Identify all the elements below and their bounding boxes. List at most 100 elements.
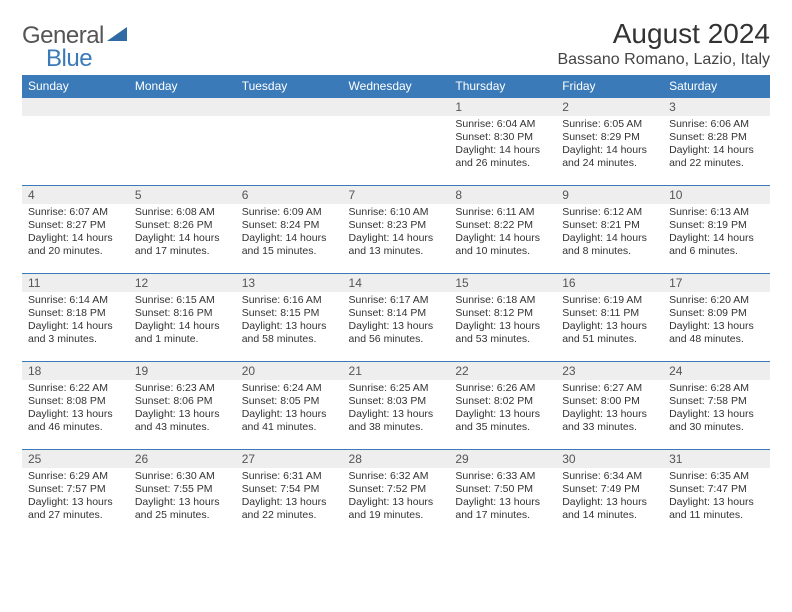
calendar-day-cell: 26Sunrise: 6:30 AMSunset: 7:55 PMDayligh…	[129, 450, 236, 538]
day-details: Sunrise: 6:14 AMSunset: 8:18 PMDaylight:…	[22, 292, 129, 351]
sunset-text: Sunset: 7:54 PM	[242, 483, 337, 496]
sunset-text: Sunset: 8:05 PM	[242, 395, 337, 408]
calendar-day-cell: 21Sunrise: 6:25 AMSunset: 8:03 PMDayligh…	[343, 362, 450, 450]
sunrise-text: Sunrise: 6:25 AM	[349, 382, 444, 395]
day-details: Sunrise: 6:13 AMSunset: 8:19 PMDaylight:…	[663, 204, 770, 263]
daylight-text: Daylight: 14 hours and 10 minutes.	[455, 232, 550, 258]
calendar-day-cell: 1Sunrise: 6:04 AMSunset: 8:30 PMDaylight…	[449, 98, 556, 186]
daylight-text: Daylight: 14 hours and 8 minutes.	[562, 232, 657, 258]
sunset-text: Sunset: 7:49 PM	[562, 483, 657, 496]
calendar-week-row: 1Sunrise: 6:04 AMSunset: 8:30 PMDaylight…	[22, 98, 770, 186]
sunrise-text: Sunrise: 6:04 AM	[455, 118, 550, 131]
calendar-day-cell: 19Sunrise: 6:23 AMSunset: 8:06 PMDayligh…	[129, 362, 236, 450]
day-number: 23	[556, 362, 663, 380]
daylight-text: Daylight: 13 hours and 41 minutes.	[242, 408, 337, 434]
sunrise-text: Sunrise: 6:27 AM	[562, 382, 657, 395]
sunrise-text: Sunrise: 6:08 AM	[135, 206, 230, 219]
daylight-text: Daylight: 13 hours and 11 minutes.	[669, 496, 764, 522]
day-number: 1	[449, 98, 556, 116]
daylight-text: Daylight: 13 hours and 14 minutes.	[562, 496, 657, 522]
day-number	[236, 98, 343, 116]
daylight-text: Daylight: 14 hours and 15 minutes.	[242, 232, 337, 258]
sunrise-text: Sunrise: 6:09 AM	[242, 206, 337, 219]
day-number: 2	[556, 98, 663, 116]
daylight-text: Daylight: 13 hours and 58 minutes.	[242, 320, 337, 346]
day-number: 9	[556, 186, 663, 204]
sunset-text: Sunset: 8:23 PM	[349, 219, 444, 232]
day-number: 28	[343, 450, 450, 468]
sunset-text: Sunset: 7:50 PM	[455, 483, 550, 496]
day-details: Sunrise: 6:11 AMSunset: 8:22 PMDaylight:…	[449, 204, 556, 263]
day-number	[129, 98, 236, 116]
sunset-text: Sunset: 8:30 PM	[455, 131, 550, 144]
daylight-text: Daylight: 13 hours and 30 minutes.	[669, 408, 764, 434]
daylight-text: Daylight: 13 hours and 33 minutes.	[562, 408, 657, 434]
day-details: Sunrise: 6:34 AMSunset: 7:49 PMDaylight:…	[556, 468, 663, 527]
daylight-text: Daylight: 13 hours and 43 minutes.	[135, 408, 230, 434]
day-details: Sunrise: 6:07 AMSunset: 8:27 PMDaylight:…	[22, 204, 129, 263]
day-number: 16	[556, 274, 663, 292]
calendar-day-cell: 17Sunrise: 6:20 AMSunset: 8:09 PMDayligh…	[663, 274, 770, 362]
sunset-text: Sunset: 8:12 PM	[455, 307, 550, 320]
sunrise-text: Sunrise: 6:32 AM	[349, 470, 444, 483]
sunrise-text: Sunrise: 6:17 AM	[349, 294, 444, 307]
daylight-text: Daylight: 14 hours and 17 minutes.	[135, 232, 230, 258]
day-number: 27	[236, 450, 343, 468]
day-number: 20	[236, 362, 343, 380]
day-number: 15	[449, 274, 556, 292]
daylight-text: Daylight: 14 hours and 24 minutes.	[562, 144, 657, 170]
sunrise-text: Sunrise: 6:05 AM	[562, 118, 657, 131]
sunrise-text: Sunrise: 6:12 AM	[562, 206, 657, 219]
daylight-text: Daylight: 13 hours and 19 minutes.	[349, 496, 444, 522]
day-number: 31	[663, 450, 770, 468]
day-details: Sunrise: 6:10 AMSunset: 8:23 PMDaylight:…	[343, 204, 450, 263]
day-number: 14	[343, 274, 450, 292]
daylight-text: Daylight: 13 hours and 35 minutes.	[455, 408, 550, 434]
daylight-text: Daylight: 13 hours and 48 minutes.	[669, 320, 764, 346]
day-number: 5	[129, 186, 236, 204]
logo-text-blue: Blue	[46, 45, 92, 73]
sunset-text: Sunset: 8:27 PM	[28, 219, 123, 232]
weekday-header: Saturday	[663, 75, 770, 98]
day-details: Sunrise: 6:28 AMSunset: 7:58 PMDaylight:…	[663, 380, 770, 439]
daylight-text: Daylight: 14 hours and 22 minutes.	[669, 144, 764, 170]
calendar-day-cell: 13Sunrise: 6:16 AMSunset: 8:15 PMDayligh…	[236, 274, 343, 362]
calendar-day-cell: 12Sunrise: 6:15 AMSunset: 8:16 PMDayligh…	[129, 274, 236, 362]
day-number: 25	[22, 450, 129, 468]
sunset-text: Sunset: 8:15 PM	[242, 307, 337, 320]
sunset-text: Sunset: 8:06 PM	[135, 395, 230, 408]
day-details: Sunrise: 6:26 AMSunset: 8:02 PMDaylight:…	[449, 380, 556, 439]
day-details: Sunrise: 6:22 AMSunset: 8:08 PMDaylight:…	[22, 380, 129, 439]
day-details: Sunrise: 6:27 AMSunset: 8:00 PMDaylight:…	[556, 380, 663, 439]
calendar-day-cell: 18Sunrise: 6:22 AMSunset: 8:08 PMDayligh…	[22, 362, 129, 450]
calendar-day-cell: 20Sunrise: 6:24 AMSunset: 8:05 PMDayligh…	[236, 362, 343, 450]
sunrise-text: Sunrise: 6:33 AM	[455, 470, 550, 483]
daylight-text: Daylight: 13 hours and 46 minutes.	[28, 408, 123, 434]
sunrise-text: Sunrise: 6:16 AM	[242, 294, 337, 307]
sunrise-text: Sunrise: 6:10 AM	[349, 206, 444, 219]
day-details: Sunrise: 6:09 AMSunset: 8:24 PMDaylight:…	[236, 204, 343, 263]
calendar-day-cell: 29Sunrise: 6:33 AMSunset: 7:50 PMDayligh…	[449, 450, 556, 538]
calendar-day-cell: 14Sunrise: 6:17 AMSunset: 8:14 PMDayligh…	[343, 274, 450, 362]
day-number: 8	[449, 186, 556, 204]
sunset-text: Sunset: 8:22 PM	[455, 219, 550, 232]
day-details: Sunrise: 6:32 AMSunset: 7:52 PMDaylight:…	[343, 468, 450, 527]
daylight-text: Daylight: 14 hours and 3 minutes.	[28, 320, 123, 346]
day-details: Sunrise: 6:16 AMSunset: 8:15 PMDaylight:…	[236, 292, 343, 351]
day-details: Sunrise: 6:04 AMSunset: 8:30 PMDaylight:…	[449, 116, 556, 175]
calendar-day-cell: 8Sunrise: 6:11 AMSunset: 8:22 PMDaylight…	[449, 186, 556, 274]
day-number: 29	[449, 450, 556, 468]
daylight-text: Daylight: 14 hours and 20 minutes.	[28, 232, 123, 258]
calendar-day-cell: 31Sunrise: 6:35 AMSunset: 7:47 PMDayligh…	[663, 450, 770, 538]
daylight-text: Daylight: 13 hours and 27 minutes.	[28, 496, 123, 522]
day-details: Sunrise: 6:29 AMSunset: 7:57 PMDaylight:…	[22, 468, 129, 527]
location: Bassano Romano, Lazio, Italy	[557, 51, 770, 69]
weekday-header-row: Sunday Monday Tuesday Wednesday Thursday…	[22, 75, 770, 98]
daylight-text: Daylight: 13 hours and 51 minutes.	[562, 320, 657, 346]
day-details: Sunrise: 6:35 AMSunset: 7:47 PMDaylight:…	[663, 468, 770, 527]
day-number: 17	[663, 274, 770, 292]
sunrise-text: Sunrise: 6:20 AM	[669, 294, 764, 307]
calendar-day-cell: 22Sunrise: 6:26 AMSunset: 8:02 PMDayligh…	[449, 362, 556, 450]
day-number: 30	[556, 450, 663, 468]
day-details: Sunrise: 6:15 AMSunset: 8:16 PMDaylight:…	[129, 292, 236, 351]
